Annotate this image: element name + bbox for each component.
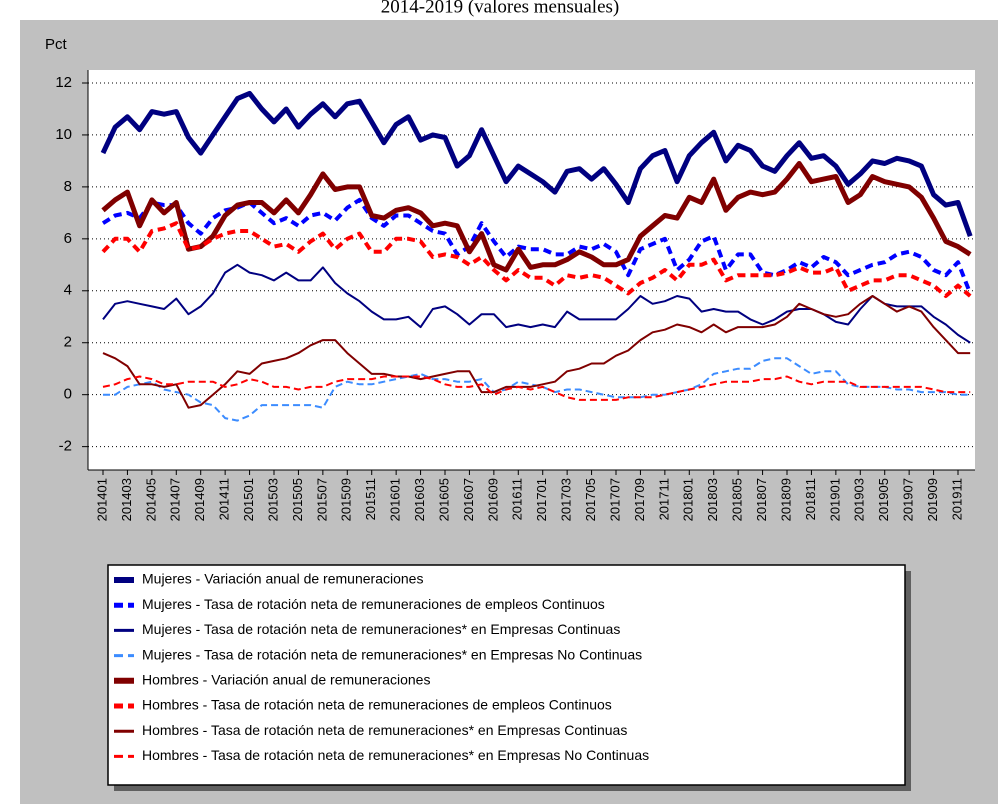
legend-label: Mujeres - Variación anual de remuneracio… [142,571,423,587]
x-tick-label: 201803 [705,478,720,521]
chart-title: 2014-2019 (valores mensuales) [381,0,620,17]
y-tick-label: 12 [55,74,72,91]
legend-label: Hombres - Tasa de rotación neta de remun… [142,697,612,713]
x-tick-label: 201607 [461,478,476,521]
x-tick-label: 201509 [339,478,354,521]
y-tick-label: -2 [59,438,72,455]
x-tick-label: 201703 [559,478,574,521]
series-line [101,197,973,295]
x-tick-label: 201409 [192,478,207,521]
x-tick-label: 201807 [754,478,769,521]
x-tick-label: 201701 [534,478,549,521]
x-tick-label: 201505 [290,478,305,521]
y-tick-label: 6 [64,230,72,247]
x-tick-label: 201507 [314,478,329,521]
x-tick-label: 201903 [852,478,867,521]
x-tick-label: 201511 [363,478,378,520]
x-tick-label: 201401 [94,478,109,521]
legend-label: Mujeres - Tasa de rotación neta de remun… [142,646,642,662]
x-tick-label: 201503 [265,478,280,521]
x-tick-label: 201603 [412,478,427,521]
x-tick-label: 201611 [510,478,525,520]
x-tick-label: 201901 [827,478,842,521]
x-tick-label: 201905 [876,478,891,521]
x-tick-label: 201405 [143,478,158,521]
x-tick-label: 201705 [583,478,598,521]
legend-label: Hombres - Variación anual de remuneracio… [142,672,430,688]
x-tick-label: 201601 [388,478,403,521]
x-tick-label: 201711 [656,478,671,520]
y-tick-label: 8 [64,178,72,195]
x-tick-label: 201809 [778,478,793,521]
plot-area [88,70,975,470]
series-line [101,161,972,273]
y-tick-label: 0 [64,386,72,403]
x-tick-label: 201407 [168,478,183,521]
x-tick-label: 201909 [925,478,940,521]
x-tick-label: 201501 [241,478,256,521]
x-tick-label: 201811 [803,478,818,520]
x-tick-label: 201403 [119,478,134,521]
legend-label: Mujeres - Tasa de rotación neta de remun… [142,596,605,612]
x-tick-label: 201907 [901,478,916,521]
x-tick-label: 201609 [485,478,500,521]
series-line [100,90,973,238]
y-tick-label: 2 [64,334,72,351]
series-line [101,221,972,298]
x-tick-label: 201801 [681,478,696,521]
x-tick-label: 201709 [632,478,647,521]
x-tick-label: 201707 [607,478,622,521]
x-tick-label: 201805 [730,478,745,521]
series-line [102,295,971,409]
y-axis-label: Pct [45,36,68,53]
legend [107,564,906,786]
legend-label: Hombres - Tasa de rotación neta de remun… [142,747,649,763]
y-tick-label: 4 [64,282,72,299]
legend-label: Hombres - Tasa de rotación neta de remun… [142,722,627,738]
legend-label: Mujeres - Tasa de rotación neta de remun… [142,621,620,637]
y-tick-label: 10 [55,126,72,143]
x-tick-label: 201411 [217,478,232,520]
x-tick-label: 201911 [949,478,964,520]
x-tick-label: 201605 [436,478,451,521]
